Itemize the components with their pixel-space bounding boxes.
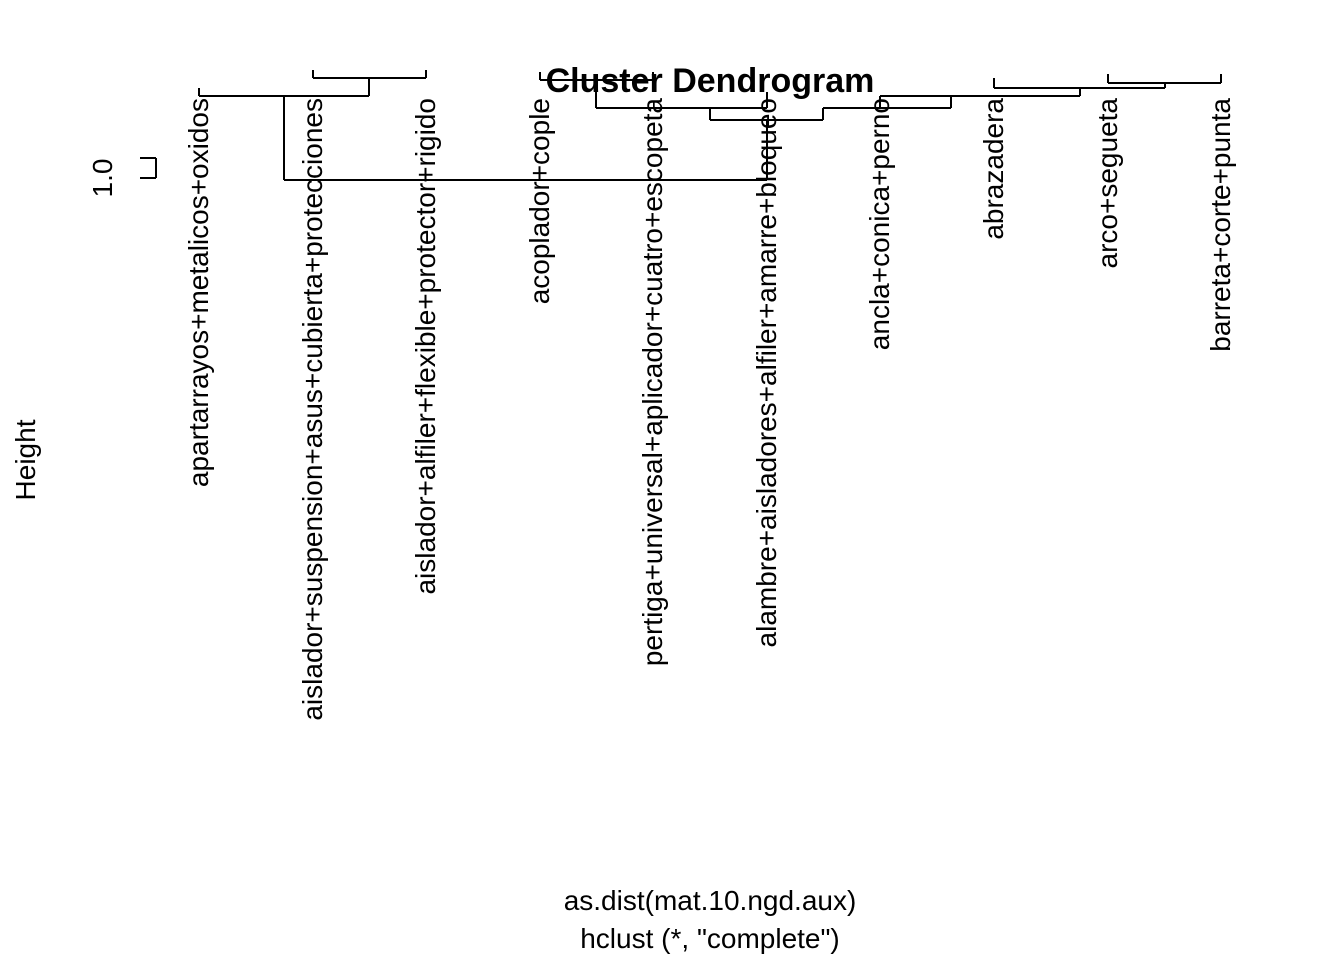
y-tick-label: 1.0 [87, 159, 118, 198]
leaf-label: abrazadera [978, 98, 1009, 240]
leaf-label: acoplador+cople [524, 98, 555, 304]
leaf-label: ancla+conica+perno [864, 98, 895, 350]
dendrogram-branches [198, 70, 1222, 181]
x-axis-label: as.dist(mat.10.ngd.aux) [564, 885, 857, 916]
leaf-label: apartarrayos+metalicos+oxidos [183, 98, 214, 487]
sub-title: hclust (*, "complete") [580, 923, 840, 954]
leaf-label: alambre+aisladores+alfiler+amarre+bloque… [751, 98, 782, 647]
y-axis-label: Height [10, 419, 41, 500]
leaf-label: arco+segueta [1092, 98, 1123, 269]
leaf-label: pertiga+universal+aplicador+cuatro+escop… [637, 98, 668, 667]
chart-title: Cluster Dendrogram [546, 62, 875, 100]
y-axis: 1.0 [87, 157, 157, 198]
leaf-label: aislador+suspension+asus+cubierta+protec… [297, 98, 328, 721]
leaf-labels: apartarrayos+metalicos+oxidos aislador+su… [183, 98, 1236, 721]
leaf-label: barreta+corte+punta [1205, 98, 1236, 352]
leaf-label: aislador+alfiler+flexible+protector+rigi… [410, 98, 441, 595]
